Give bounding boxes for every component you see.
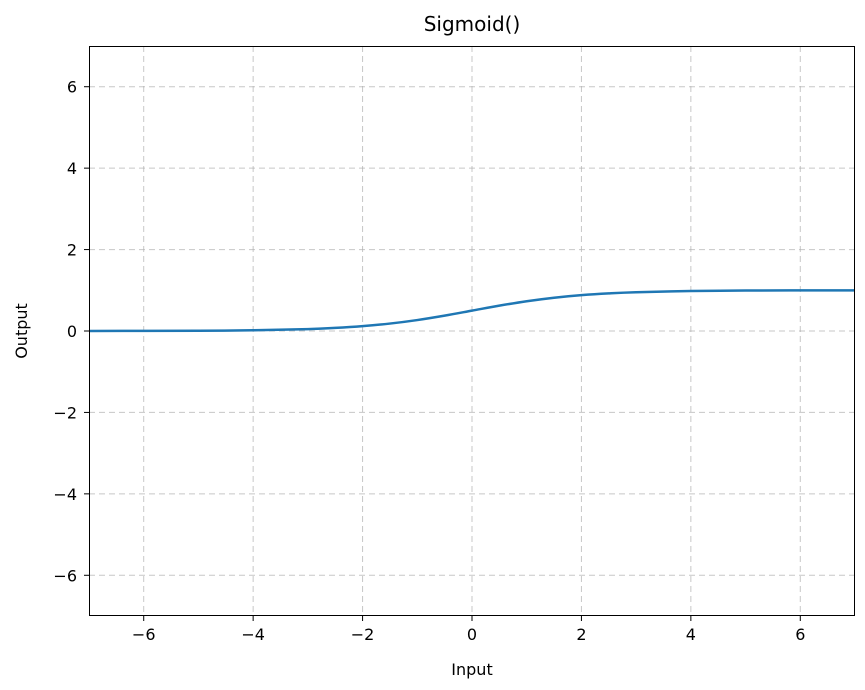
- series-line-0: [88, 289, 856, 333]
- y-tick-label: 0: [67, 322, 77, 341]
- x-tick-label: 4: [686, 625, 696, 644]
- chart-title: Sigmoid(): [424, 12, 521, 36]
- x-axis-label: Input: [451, 660, 492, 679]
- y-tick-label: 4: [67, 159, 77, 178]
- x-tick-label: −2: [351, 625, 375, 644]
- x-tick-label: 0: [467, 625, 477, 644]
- y-tick-label: −2: [53, 403, 77, 422]
- x-tick-label: 6: [795, 625, 805, 644]
- series-layer: [88, 289, 856, 333]
- x-tick-label: −4: [241, 625, 265, 644]
- x-tick-label: 2: [576, 625, 586, 644]
- ticks: −6 −4 −2 0 2 4 6 −6 −4 −2 0 2 4 6: [53, 78, 805, 644]
- y-tick-label: −4: [53, 485, 77, 504]
- x-tick-label: −6: [132, 625, 156, 644]
- y-tick-label: 6: [67, 78, 77, 97]
- y-axis-label: Output: [12, 303, 31, 359]
- y-tick-label: 2: [67, 241, 77, 260]
- y-tick-label: −6: [53, 566, 77, 585]
- plot-frame: [89, 46, 855, 616]
